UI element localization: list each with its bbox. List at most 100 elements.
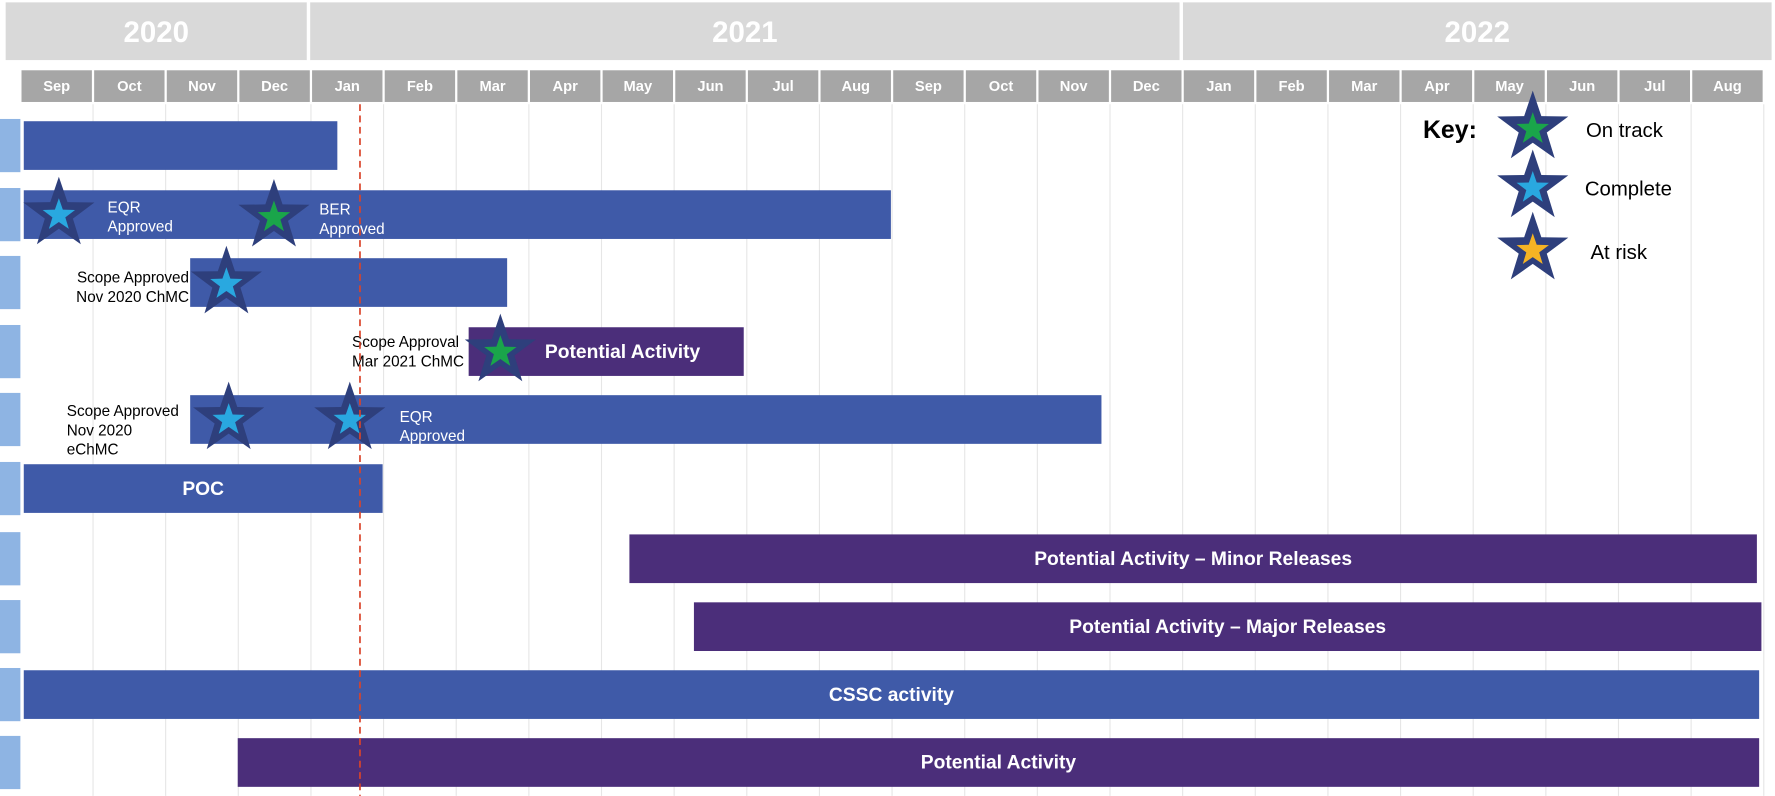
month-label: Dec (1133, 79, 1160, 95)
milestone-core (212, 403, 245, 434)
row-tab (0, 118, 21, 173)
month-label: Jan (1206, 79, 1231, 95)
key-title: Key: (1423, 116, 1477, 144)
month-header (384, 70, 456, 102)
month-header (747, 70, 819, 102)
month-label: May (624, 79, 653, 95)
month-label: Mar (1351, 79, 1377, 95)
month-header (602, 70, 674, 102)
key-item: On track (1586, 120, 1664, 142)
milestone-core (333, 403, 366, 434)
month-label: Aug (841, 79, 870, 95)
month-header (1692, 70, 1763, 102)
month-label: Feb (407, 79, 433, 95)
milestone-note: EQR (400, 409, 433, 426)
milestone-note: Approved (108, 219, 173, 236)
month-label: Oct (989, 79, 1014, 95)
milestone-note: Scope Approved (77, 270, 189, 287)
month-label: Jun (1569, 79, 1595, 95)
month-label: Mar (479, 79, 505, 95)
milestone-core (1516, 171, 1549, 202)
month-header (1183, 70, 1255, 102)
month-label: Feb (1279, 79, 1305, 95)
month-header (166, 70, 238, 102)
year-label: 2021 (712, 16, 777, 49)
month-header (21, 70, 92, 102)
month-header (529, 70, 601, 102)
month-label: Jul (772, 79, 793, 95)
bar-label: Potential Activity – Major Releases (1069, 617, 1386, 638)
month-label: Jun (697, 79, 723, 95)
row-tab (0, 461, 21, 516)
year-label: 2022 (1445, 16, 1510, 49)
bar-label: CSSC activity (829, 685, 954, 706)
month-header (893, 70, 964, 102)
bar-label: Potential Activity (545, 342, 701, 363)
month-header (965, 70, 1037, 102)
row-tab (0, 600, 21, 654)
month-label: Nov (1060, 79, 1089, 95)
month-label: Jul (1644, 79, 1665, 95)
month-header (820, 70, 891, 102)
milestone-note: Scope Approved (67, 403, 179, 420)
milestone-core (1516, 233, 1549, 264)
year-header (1182, 2, 1772, 61)
year-label: 2020 (123, 16, 188, 49)
milestone-note: Approved (400, 428, 465, 445)
month-header (1546, 70, 1618, 102)
milestone-note: Approved (319, 221, 384, 238)
month-label: Oct (117, 79, 142, 95)
year-header (5, 2, 307, 61)
month-header (1038, 70, 1109, 102)
month-label: Sep (43, 79, 70, 95)
row-tab (0, 735, 21, 790)
month-header (312, 70, 383, 102)
milestone-note: Nov 2020 (67, 422, 132, 439)
month-header (1401, 70, 1473, 102)
milestone-note: Nov 2020 ChMC (76, 289, 189, 306)
month-label: May (1495, 79, 1524, 95)
month-header (94, 70, 165, 102)
month-label: Apr (1424, 79, 1450, 95)
milestone-note: EQR (108, 199, 141, 216)
month-header (1111, 70, 1182, 102)
month-label: Sep (915, 79, 942, 95)
bar-label: POC (182, 479, 224, 500)
month-label: Aug (1713, 79, 1742, 95)
month-header (1256, 70, 1327, 102)
month-header (239, 70, 310, 102)
milestone-core (484, 335, 517, 366)
row-tab (0, 188, 21, 242)
bar (23, 190, 891, 239)
month-header (1619, 70, 1690, 102)
month-header (457, 70, 528, 102)
month-label: Dec (261, 79, 288, 95)
milestone-core (1516, 112, 1549, 143)
row-tab (0, 324, 21, 379)
milestone-note: BER (319, 202, 350, 219)
row-tab (0, 255, 21, 310)
milestone-note: Scope Approval (352, 334, 459, 351)
milestone-note: Mar 2021 ChMC (352, 353, 464, 370)
month-header (675, 70, 746, 102)
milestone-core (210, 267, 243, 298)
key-item: At risk (1590, 242, 1647, 264)
row-tab (0, 532, 21, 586)
bar-label: Potential Activity (921, 753, 1077, 774)
milestone-core (257, 200, 291, 232)
bar (629, 534, 1757, 584)
bar (23, 121, 338, 170)
month-label: Apr (553, 79, 579, 95)
bar (23, 670, 1760, 719)
bar (237, 738, 1760, 787)
key-item: Complete (1585, 179, 1672, 201)
bar (23, 464, 383, 513)
milestone-core (42, 198, 76, 229)
year-header (310, 2, 1180, 61)
bar (190, 395, 1102, 444)
bar-label: Potential Activity – Minor Releases (1034, 549, 1352, 570)
bar (693, 602, 1762, 652)
month-header (1329, 70, 1400, 102)
